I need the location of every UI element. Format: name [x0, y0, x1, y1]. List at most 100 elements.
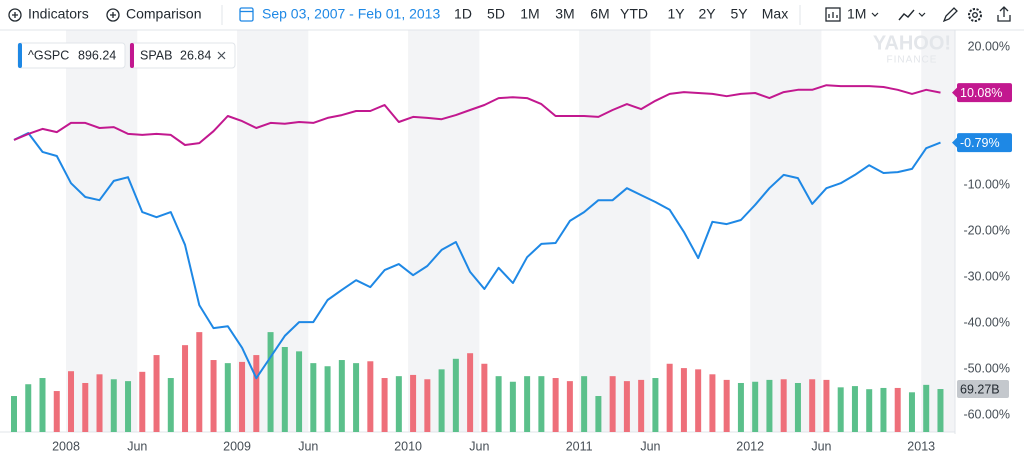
range-button[interactable]: 5D	[487, 6, 505, 22]
volume-bar	[395, 376, 402, 432]
volume-bar	[524, 376, 531, 432]
volume-bar	[581, 376, 588, 432]
legend-name: ^GSPC	[28, 48, 69, 62]
range-button[interactable]: 2Y	[698, 6, 716, 22]
volume-bar	[823, 379, 830, 432]
year-band	[750, 30, 822, 432]
volume-bar	[25, 384, 32, 432]
x-tick-label: Jun	[298, 439, 318, 453]
volume-bar	[566, 381, 573, 432]
volume-bar	[851, 386, 858, 432]
volume-bar	[68, 371, 75, 432]
series-line	[13, 84, 941, 146]
y-tick-label: -40.00%	[963, 315, 1010, 329]
volume-bar	[923, 384, 930, 432]
x-tick-label: 2008	[52, 439, 80, 453]
price-tag-pointer	[952, 87, 957, 98]
draw-button[interactable]	[942, 7, 958, 23]
watermark: YAHOO!	[873, 32, 951, 54]
volume-bar	[452, 358, 459, 432]
volume-bar	[495, 376, 502, 432]
x-tick-label: 2012	[736, 439, 764, 453]
volume-bar	[110, 379, 117, 432]
price-tag	[957, 83, 1012, 103]
volume-bar	[552, 378, 559, 432]
comparison-label: Comparison	[126, 6, 201, 22]
interval-button[interactable]: 1M	[825, 6, 879, 22]
y-tick-label: -60.00%	[963, 407, 1010, 421]
x-tick-label: Jun	[811, 439, 831, 453]
volume-bar	[666, 363, 673, 432]
watermark: FINANCE	[887, 55, 938, 66]
volume-bar	[695, 369, 702, 432]
volume-bar	[281, 347, 288, 432]
volume-bar	[82, 382, 89, 432]
volume-bar	[595, 396, 602, 432]
series-line	[13, 132, 941, 380]
x-tick-label: 2010	[394, 439, 422, 453]
volume-bar	[908, 392, 915, 432]
volume-bar	[310, 363, 317, 432]
legend-swatch	[18, 43, 22, 68]
range-button[interactable]: 1M	[520, 6, 539, 22]
range-button[interactable]: 3M	[555, 6, 574, 22]
volume-bar	[737, 382, 744, 432]
volume-bar	[139, 371, 146, 432]
volume-bar	[39, 378, 46, 432]
y-tick-label: -10.00%	[963, 177, 1010, 191]
legend-remove[interactable]	[217, 51, 226, 60]
indicators-button[interactable]: Indicators	[8, 6, 89, 22]
price-tag-label: -0.79%	[960, 136, 1000, 150]
range-button[interactable]: 1D	[454, 6, 472, 22]
y-tick-label: -50.00%	[963, 361, 1010, 375]
interval-label: 1M	[847, 6, 866, 22]
price-tag-label: 10.08%	[960, 86, 1002, 100]
comparison-button[interactable]: Comparison	[106, 6, 201, 22]
volume-bar	[196, 332, 203, 432]
volume-bar	[125, 381, 132, 432]
range-button[interactable]: Max	[762, 6, 788, 22]
share-button[interactable]	[997, 6, 1011, 22]
volume-bar	[253, 355, 260, 432]
y-tick-label: -20.00%	[963, 223, 1010, 237]
range-button[interactable]: YTD	[620, 6, 648, 22]
volume-bar	[894, 387, 901, 432]
x-tick-label: 2011	[566, 439, 593, 453]
legend-chip[interactable]: ^GSPC 896.24	[17, 42, 126, 69]
volume-bar	[153, 355, 160, 432]
volume-bar	[367, 361, 374, 432]
year-band	[66, 30, 138, 432]
legend-price: 26.84	[180, 48, 211, 62]
volume-bar	[481, 363, 488, 432]
legend-price: 896.24	[78, 48, 116, 62]
volume-bar	[766, 379, 773, 432]
volume-bar	[652, 378, 659, 432]
volume-bar	[780, 379, 787, 432]
volume-bar	[866, 389, 873, 432]
x-tick-label: Jun	[127, 439, 147, 453]
volume-bar	[296, 351, 303, 432]
x-tick-label: Jun	[469, 439, 489, 453]
settings-button[interactable]	[968, 8, 982, 22]
volume-bar	[267, 332, 274, 432]
range-button[interactable]: 5Y	[730, 6, 748, 22]
volume-bar	[937, 389, 944, 432]
volume-bar	[438, 369, 445, 432]
range-button[interactable]: 1Y	[667, 6, 685, 22]
volume-bar	[410, 374, 417, 432]
chart-type-button[interactable]	[898, 9, 926, 21]
volume-bar	[338, 360, 345, 432]
volume-bar	[324, 366, 331, 432]
legend-chip[interactable]: SPAB 26.84	[129, 42, 236, 69]
x-tick-label: Jun	[640, 439, 660, 453]
legend-swatch	[130, 43, 134, 68]
volume-bar	[837, 387, 844, 432]
date-range-button[interactable]: Sep 03, 2007 - Feb 01, 2013	[239, 6, 440, 22]
price-tag-pointer	[952, 137, 957, 148]
year-band	[579, 30, 651, 432]
volume-bar	[638, 379, 645, 432]
volume-tag-label: 69.27B	[960, 382, 1000, 396]
range-button[interactable]: 6M	[590, 6, 609, 22]
y-tick-label: 20.00%	[968, 39, 1010, 53]
